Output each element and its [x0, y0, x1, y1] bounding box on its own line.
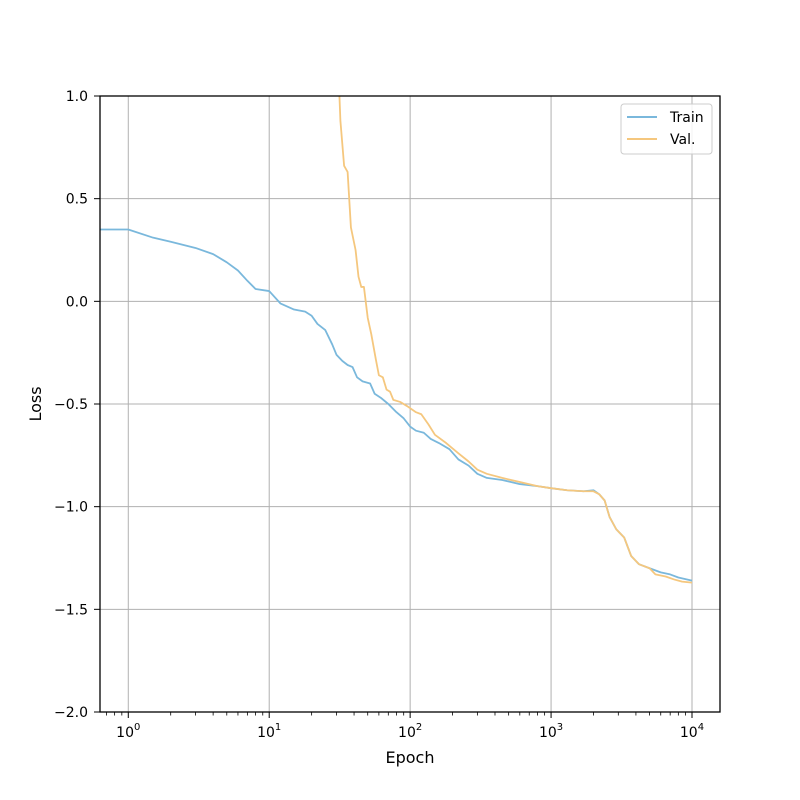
x-tick-label-exponent: 3: [557, 722, 563, 733]
legend-label-train: Train: [669, 110, 704, 126]
y-tick-label: −1.0: [54, 500, 88, 516]
x-tick-label: 104: [680, 722, 704, 741]
x-tick-label-base: 10: [257, 725, 275, 741]
y-tick-label: −2.0: [54, 705, 88, 721]
series-line-val: [338, 96, 693, 584]
x-axis-label: Epoch: [386, 748, 435, 767]
legend-label-val: Val.: [670, 132, 695, 148]
x-tick-label-exponent: 1: [275, 722, 281, 733]
x-tick-label: 100: [116, 722, 140, 741]
x-tick-label-base: 10: [398, 725, 416, 741]
x-tick-label: 101: [257, 722, 281, 741]
x-tick-label-base: 10: [680, 725, 698, 741]
y-tick-label: 0.0: [66, 294, 88, 310]
y-tick-label: −1.5: [54, 602, 88, 618]
x-tick-label-base: 10: [116, 725, 134, 741]
y-tick-label: 0.5: [66, 192, 88, 208]
x-tick-label: 103: [539, 722, 563, 741]
y-axis: 1.0 0.5 0.0 −0.5 −1.0 −1.5 −2.0: [54, 89, 100, 721]
legend: Train Val.: [620, 103, 713, 155]
y-tick-label: 1.0: [66, 89, 88, 105]
x-axis: 100 101 102 103 104: [106, 712, 704, 741]
x-tick-label: 102: [398, 722, 422, 741]
x-tick-label-exponent: 4: [698, 722, 704, 733]
x-tick-label-base: 10: [539, 725, 557, 741]
series-layer: [100, 96, 693, 584]
y-tick-label: −0.5: [54, 397, 88, 413]
y-axis-label: Loss: [26, 386, 45, 421]
x-tick-label-exponent: 2: [416, 722, 422, 733]
x-tick-label-exponent: 0: [134, 722, 140, 733]
